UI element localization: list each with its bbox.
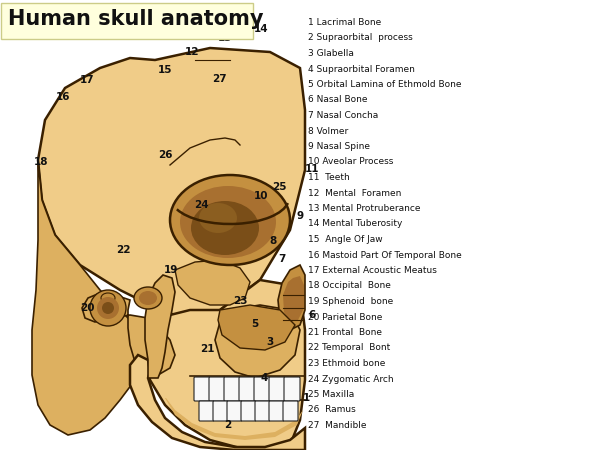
Ellipse shape bbox=[134, 287, 162, 309]
Text: 3 Glabella: 3 Glabella bbox=[308, 49, 354, 58]
Text: 9: 9 bbox=[296, 211, 304, 221]
Text: 7 Nasal Concha: 7 Nasal Concha bbox=[308, 111, 378, 120]
Ellipse shape bbox=[170, 175, 290, 265]
Text: 24 Zygomatic Arch: 24 Zygomatic Arch bbox=[308, 374, 394, 383]
Text: 16 Mastoid Part Of Temporal Bone: 16 Mastoid Part Of Temporal Bone bbox=[308, 251, 462, 260]
Text: 2 Supraorbital  process: 2 Supraorbital process bbox=[308, 33, 413, 42]
Text: 22 Temporal  Bont: 22 Temporal Bont bbox=[308, 343, 390, 352]
Text: 7: 7 bbox=[278, 254, 286, 264]
Text: 3: 3 bbox=[266, 337, 274, 347]
Text: 10 Aveolar Process: 10 Aveolar Process bbox=[308, 158, 394, 166]
Polygon shape bbox=[175, 260, 250, 305]
Ellipse shape bbox=[101, 293, 115, 303]
Circle shape bbox=[102, 302, 114, 314]
Text: 27: 27 bbox=[212, 74, 226, 84]
Text: 1 Lacrimal Bone: 1 Lacrimal Bone bbox=[308, 18, 381, 27]
Text: 21 Frontal  Bone: 21 Frontal Bone bbox=[308, 328, 382, 337]
Text: 27  Mandible: 27 Mandible bbox=[308, 421, 367, 430]
Polygon shape bbox=[145, 275, 175, 378]
Text: 17: 17 bbox=[80, 75, 94, 85]
Ellipse shape bbox=[139, 291, 157, 305]
Text: 24: 24 bbox=[194, 200, 208, 210]
Text: 12: 12 bbox=[185, 47, 199, 57]
FancyBboxPatch shape bbox=[239, 377, 255, 401]
FancyBboxPatch shape bbox=[284, 377, 300, 401]
Text: 9 Nasal Spine: 9 Nasal Spine bbox=[308, 142, 370, 151]
Polygon shape bbox=[38, 48, 305, 320]
Text: 21: 21 bbox=[200, 344, 214, 354]
Text: 15  Angle Of Jaw: 15 Angle Of Jaw bbox=[308, 235, 383, 244]
Text: 17 External Acoustic Meatus: 17 External Acoustic Meatus bbox=[308, 266, 437, 275]
Text: 20: 20 bbox=[80, 303, 94, 313]
Polygon shape bbox=[32, 160, 145, 435]
Text: 26: 26 bbox=[158, 150, 172, 160]
Ellipse shape bbox=[199, 203, 237, 233]
Polygon shape bbox=[145, 280, 305, 450]
FancyBboxPatch shape bbox=[199, 401, 214, 421]
Text: 8: 8 bbox=[269, 236, 277, 246]
Text: 5 Orbital Lamina of Ethmold Bone: 5 Orbital Lamina of Ethmold Bone bbox=[308, 80, 461, 89]
Text: 13 Mental Protruberance: 13 Mental Protruberance bbox=[308, 204, 421, 213]
Text: 8 Volmer: 8 Volmer bbox=[308, 126, 348, 135]
FancyBboxPatch shape bbox=[269, 377, 285, 401]
FancyBboxPatch shape bbox=[224, 377, 240, 401]
Text: 16: 16 bbox=[56, 92, 70, 102]
Polygon shape bbox=[283, 276, 304, 322]
Text: 2: 2 bbox=[224, 420, 232, 430]
Text: 6 Nasal Bone: 6 Nasal Bone bbox=[308, 95, 367, 104]
Text: 6: 6 bbox=[308, 310, 316, 320]
FancyBboxPatch shape bbox=[1, 3, 253, 39]
Text: 4: 4 bbox=[260, 373, 268, 383]
Text: 5: 5 bbox=[251, 319, 259, 329]
Text: 25 Maxilla: 25 Maxilla bbox=[308, 390, 354, 399]
Polygon shape bbox=[215, 305, 300, 378]
Text: 19: 19 bbox=[164, 265, 178, 275]
Text: 26  Ramus: 26 Ramus bbox=[308, 405, 356, 414]
FancyBboxPatch shape bbox=[194, 377, 210, 401]
Text: 1: 1 bbox=[302, 393, 310, 403]
Text: 13: 13 bbox=[218, 33, 232, 43]
Text: Human skull anatomy: Human skull anatomy bbox=[8, 9, 263, 29]
Text: 11: 11 bbox=[305, 164, 319, 174]
FancyBboxPatch shape bbox=[209, 377, 225, 401]
Polygon shape bbox=[82, 293, 175, 375]
Circle shape bbox=[90, 290, 126, 326]
Ellipse shape bbox=[191, 201, 259, 255]
Text: 10: 10 bbox=[254, 191, 268, 201]
Text: 19 Sphenoid  bone: 19 Sphenoid bone bbox=[308, 297, 393, 306]
FancyBboxPatch shape bbox=[227, 401, 242, 421]
Polygon shape bbox=[218, 305, 295, 350]
Text: 4 Supraorbital Foramen: 4 Supraorbital Foramen bbox=[308, 64, 415, 73]
Text: 12  Mental  Foramen: 12 Mental Foramen bbox=[308, 189, 401, 198]
Text: 18 Occipital  Bone: 18 Occipital Bone bbox=[308, 282, 391, 291]
FancyBboxPatch shape bbox=[213, 401, 228, 421]
FancyBboxPatch shape bbox=[269, 401, 284, 421]
Polygon shape bbox=[130, 355, 305, 450]
Text: 14 Mental Tuberosity: 14 Mental Tuberosity bbox=[308, 220, 403, 229]
Text: 22: 22 bbox=[116, 245, 130, 255]
Circle shape bbox=[97, 297, 119, 319]
FancyBboxPatch shape bbox=[241, 401, 256, 421]
Polygon shape bbox=[165, 398, 303, 440]
Polygon shape bbox=[278, 265, 305, 330]
Text: 11  Teeth: 11 Teeth bbox=[308, 173, 350, 182]
FancyBboxPatch shape bbox=[254, 377, 270, 401]
Text: 14: 14 bbox=[254, 24, 268, 34]
Text: 20 Parietal Bone: 20 Parietal Bone bbox=[308, 312, 382, 321]
FancyBboxPatch shape bbox=[255, 401, 270, 421]
Ellipse shape bbox=[180, 186, 276, 258]
Text: 25: 25 bbox=[272, 182, 286, 192]
Text: 15: 15 bbox=[158, 65, 172, 75]
Text: 23: 23 bbox=[233, 297, 247, 306]
Text: 18: 18 bbox=[34, 157, 48, 167]
FancyBboxPatch shape bbox=[283, 401, 298, 421]
Text: 23 Ethmoid bone: 23 Ethmoid bone bbox=[308, 359, 385, 368]
